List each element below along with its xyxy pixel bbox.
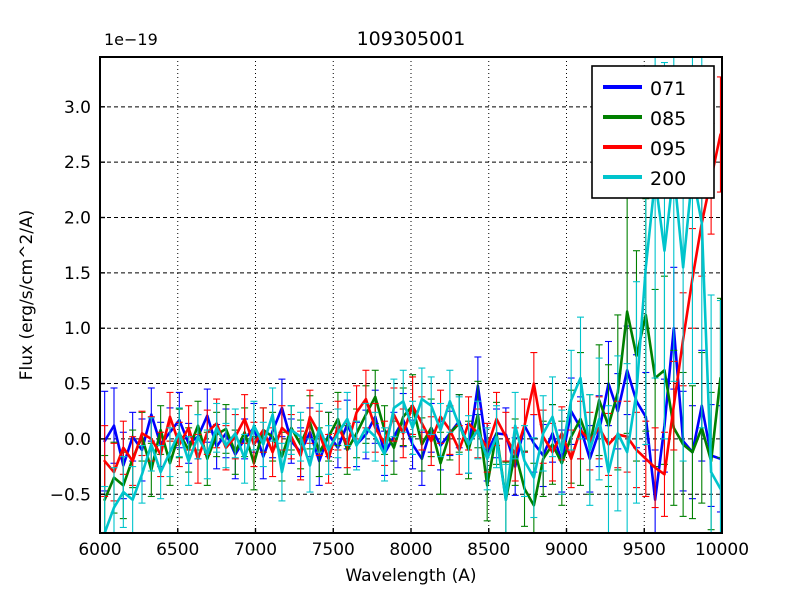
x-tick-label: 8000: [389, 540, 432, 560]
y-tick-label: 0.0: [64, 430, 91, 450]
chart-legend[interactable]: 071 085 095 200: [591, 65, 715, 199]
page-title: 109305001: [357, 28, 466, 50]
legend-label-095: 095: [650, 138, 686, 160]
x-tick-label: 8500: [467, 540, 510, 560]
x-tick-label: 6500: [156, 540, 199, 560]
y-tick-label: −0.5: [50, 485, 91, 505]
x-tick-label: 9000: [545, 540, 588, 560]
y-tick-label: 2.5: [64, 153, 91, 173]
y-axis-label: Flux (erg/s/cm^2/A): [17, 210, 37, 381]
data-series-layer: [101, 57, 722, 533]
axis-ticks: 6000 6500 7000 7500 8000 8500 9000 9500 10000 −0.…: [50, 98, 749, 560]
line-200: [103, 169, 722, 533]
legend-label-200: 200: [650, 168, 686, 190]
x-tick-label: 7000: [234, 540, 277, 560]
y-axis-offset-label: 1e−19: [104, 30, 158, 49]
y-tick-label: 3.0: [64, 98, 91, 118]
x-axis-label: Wavelength (A): [345, 566, 476, 586]
y-tick-label: 0.5: [64, 375, 91, 395]
series-200: [101, 57, 722, 533]
x-tick-label: 6000: [78, 540, 121, 560]
x-tick-label: 9500: [623, 540, 666, 560]
y-tick-label: 1.0: [64, 319, 91, 339]
legend-label-085: 085: [650, 108, 686, 130]
x-tick-label: 10000: [695, 540, 749, 560]
x-tick-label: 7500: [312, 540, 355, 560]
legend-label-071: 071: [650, 78, 686, 100]
y-tick-label: 2.0: [64, 209, 91, 229]
y-tick-label: 1.5: [64, 264, 91, 284]
